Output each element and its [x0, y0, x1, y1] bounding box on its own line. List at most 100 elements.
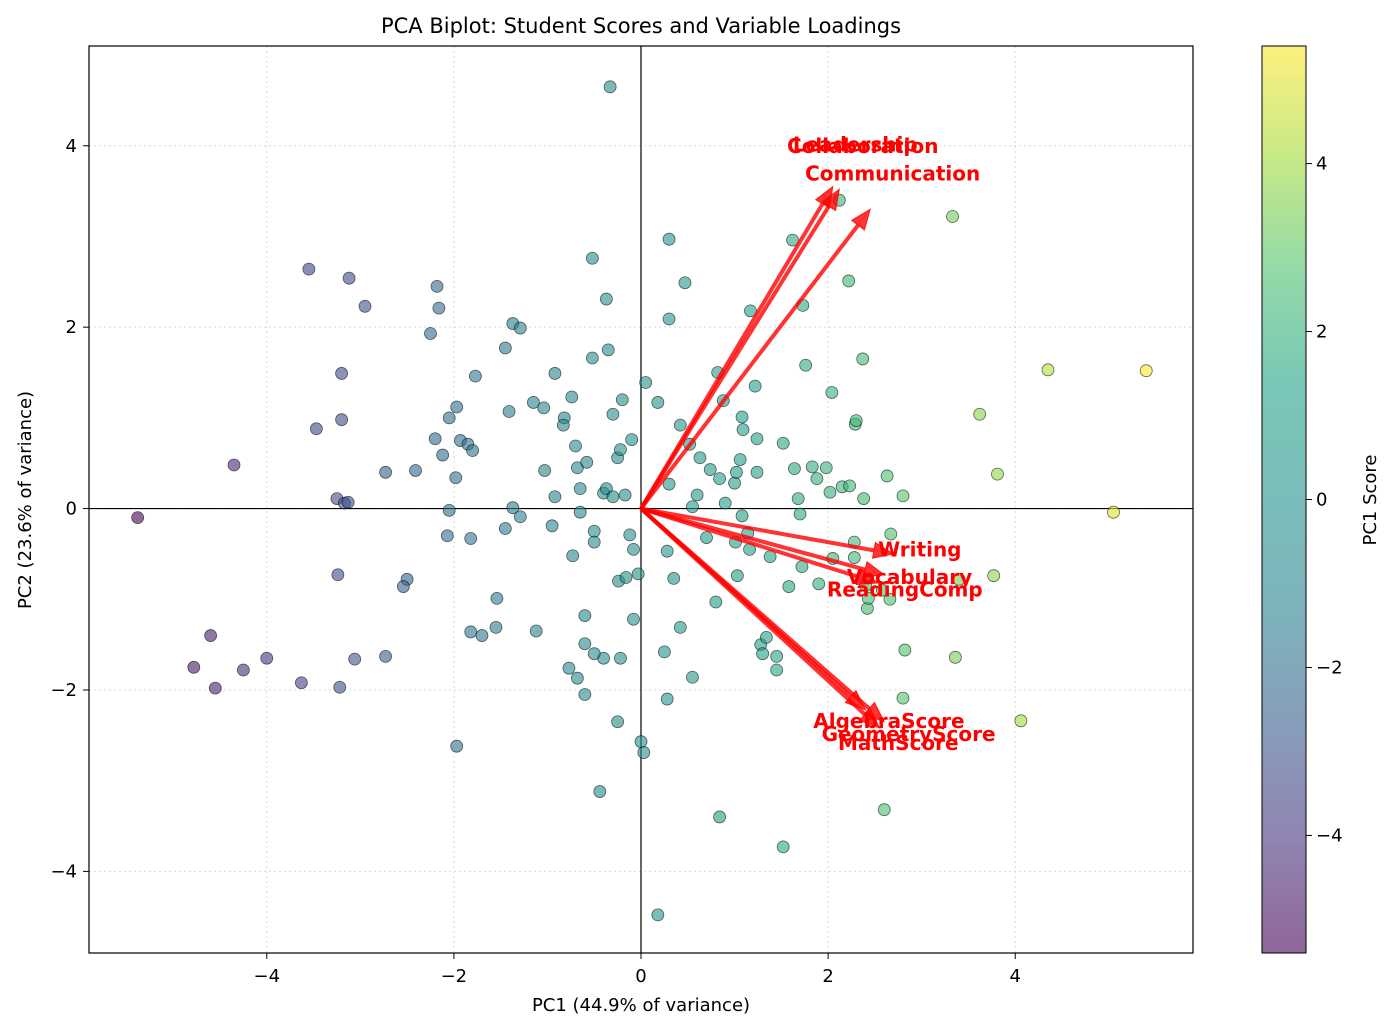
x-tick-label: 0: [635, 966, 646, 987]
score-point: [637, 746, 651, 759]
score-point: [662, 312, 676, 326]
score-point: [842, 274, 856, 288]
score-point: [667, 572, 681, 585]
loading-label-communication: Communication: [805, 161, 980, 185]
score-point: [396, 580, 410, 593]
score-point: [825, 386, 839, 399]
score-point: [342, 271, 356, 285]
score-point: [578, 637, 592, 651]
loading-arrow-head: [862, 560, 886, 578]
score-point: [631, 567, 645, 581]
score-point: [788, 462, 801, 476]
score-point: [466, 444, 479, 457]
score-point: [475, 629, 489, 642]
score-point: [1139, 364, 1153, 378]
loading-arrow-head: [821, 188, 841, 212]
score-point: [187, 660, 201, 674]
score-point: [875, 583, 889, 597]
loading-arrow-head: [871, 541, 895, 559]
score-point: [623, 528, 637, 542]
score-point: [603, 80, 617, 94]
loading-arrow-shaft: [639, 205, 831, 510]
score-point: [634, 735, 648, 749]
score-point: [627, 542, 640, 556]
y-tick-label: −4: [50, 861, 77, 882]
score-point: [735, 410, 749, 424]
loading-arrow-shaft: [639, 223, 860, 510]
score-point: [580, 455, 594, 469]
score-point: [442, 411, 456, 425]
score-point: [309, 422, 323, 436]
x-tick-label: −4: [253, 966, 280, 987]
y-axis-label: PC2 (23.6% of variance): [15, 391, 36, 609]
colorbar-ticks: −4 −2 0 2 4: [1306, 154, 1343, 846]
score-point: [468, 369, 482, 383]
loading-arrow-readingcomp: [640, 506, 879, 586]
score-point: [662, 232, 676, 246]
score-point: [498, 522, 512, 535]
colorbar-tick-label: 2: [1316, 322, 1327, 343]
score-point: [1041, 363, 1055, 377]
score-point: [562, 661, 576, 675]
score-point: [991, 467, 1004, 481]
chart-title: PCA Biplot: Student Scores and Variable …: [381, 14, 901, 38]
score-point: [565, 390, 579, 404]
x-tick-label: 2: [822, 966, 833, 987]
score-point: [733, 453, 747, 466]
loading-arrow-communication: [639, 208, 872, 510]
score-point: [849, 414, 863, 427]
score-point: [730, 465, 743, 479]
y-tick-label: −2: [50, 680, 77, 701]
loading-arrow-shaft: [640, 506, 875, 553]
score-point: [294, 676, 308, 690]
score-point: [450, 400, 464, 414]
score-point: [673, 620, 687, 634]
score-point: [606, 490, 620, 504]
x-tick-label: 4: [1010, 966, 1021, 987]
score-point: [614, 443, 627, 457]
score-point: [791, 492, 805, 505]
score-point: [759, 630, 773, 644]
score-point: [810, 472, 824, 486]
score-point: [440, 529, 454, 543]
score-point: [302, 262, 316, 276]
score-point: [686, 670, 699, 684]
score-point: [131, 511, 145, 525]
score-point: [718, 496, 732, 510]
score-point: [627, 612, 640, 626]
loading-arrow-head: [858, 707, 881, 729]
score-point: [812, 577, 826, 591]
score-point: [799, 358, 813, 372]
score-point: [436, 448, 450, 462]
loading-label-leadership: Leadership: [793, 132, 918, 156]
score-point: [424, 327, 437, 340]
score-point: [857, 492, 871, 505]
score-point: [556, 418, 570, 432]
score-point: [587, 524, 601, 538]
score-point: [786, 233, 799, 247]
score-point: [770, 650, 784, 663]
score-point: [776, 840, 790, 854]
x-axis-ticks: −4 −2 0 2 4: [253, 953, 1021, 987]
score-point: [619, 571, 633, 584]
score-point: [573, 505, 587, 519]
score-point: [782, 580, 796, 593]
score-point: [409, 464, 422, 477]
loading-label-vocabulary: Vocabulary: [847, 565, 972, 589]
loading-arrow-mathscore: [639, 507, 881, 729]
loading-label-writing: Writing: [878, 538, 961, 562]
score-point: [599, 292, 613, 306]
score-point: [208, 681, 222, 695]
score-point: [587, 535, 601, 549]
score-point: [348, 652, 362, 666]
score-point: [548, 490, 562, 504]
loading-label-collaboration: Collaboration: [787, 134, 938, 158]
score-point: [570, 671, 584, 685]
score-point: [793, 507, 807, 521]
score-point: [884, 527, 898, 541]
score-point: [432, 301, 446, 315]
loading-arrow-shaft: [640, 506, 860, 579]
score-point: [625, 433, 639, 447]
